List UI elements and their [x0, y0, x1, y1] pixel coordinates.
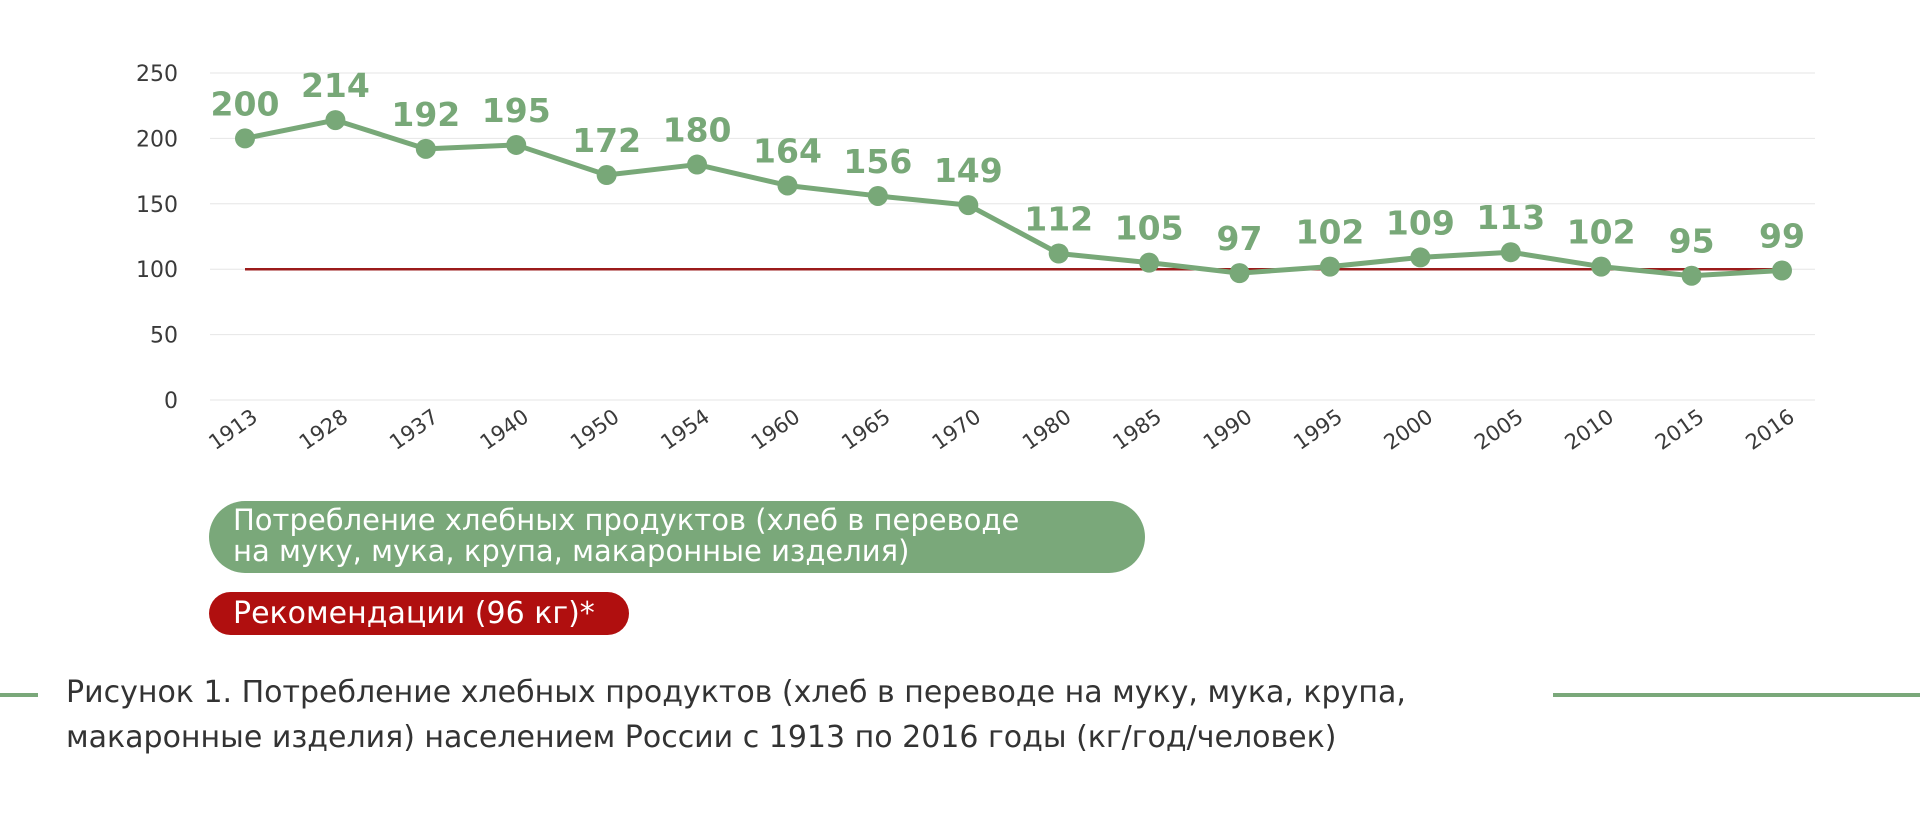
- x-tick-label: 1980: [1018, 404, 1076, 454]
- figure-caption: Рисунок 1. Потребление хлебных продуктов…: [66, 670, 1526, 760]
- x-tick-label: 1985: [1108, 404, 1166, 454]
- series-line: [244, 117, 1783, 279]
- data-label: 156: [843, 142, 912, 181]
- data-point: [1772, 260, 1792, 281]
- data-point: [777, 175, 798, 196]
- data-point: [506, 134, 527, 155]
- legend-series-label-line1: Потребление хлебных продуктов (хлеб в пе…: [233, 503, 1020, 537]
- data-label: 180: [663, 111, 732, 150]
- caption-rule-right: [1553, 693, 1920, 697]
- legend-reference: Рекомендации (96 кг)*: [209, 592, 629, 635]
- data-label: 192: [391, 95, 460, 134]
- data-label: 214: [301, 66, 370, 105]
- y-tick-label: 100: [136, 258, 178, 283]
- data-labels-group: 200 214 192 195 172 180 164 156 149 112 105 97 102 10…: [211, 66, 1805, 261]
- caption-line2: макаронные изделия) населением России с …: [66, 720, 1337, 755]
- x-tick-label: 1940: [476, 404, 534, 454]
- data-label: 113: [1476, 198, 1545, 237]
- data-point: [1500, 242, 1521, 263]
- legend-series: Потребление хлебных продуктов (хлеб в пе…: [209, 501, 1145, 573]
- x-tick-label: 1913: [204, 404, 262, 454]
- x-tick-label: 1990: [1199, 404, 1257, 454]
- x-tick-label: 1937: [385, 404, 443, 454]
- data-point: [1139, 252, 1160, 273]
- x-tick-label: 1995: [1289, 404, 1347, 454]
- x-tick-label: 1965: [837, 404, 895, 454]
- y-tick-label: 50: [150, 324, 178, 349]
- data-label: 172: [572, 121, 641, 160]
- x-tick-label: 2016: [1741, 404, 1799, 454]
- data-point: [867, 185, 888, 206]
- x-tick-label: 2005: [1470, 404, 1528, 454]
- y-tick-label: 150: [136, 193, 178, 218]
- x-tick-label: 1954: [656, 404, 714, 454]
- caption-line1: Рисунок 1. Потребление хлебных продуктов…: [66, 675, 1406, 710]
- data-label: 97: [1217, 219, 1263, 258]
- y-tick-label: 250: [136, 62, 178, 87]
- data-label: 105: [1115, 209, 1184, 248]
- x-axis-ticks: 1913 1928 1937 1940 1950 1954 1960 1965 1970 1980…: [204, 404, 1799, 454]
- data-point: [958, 195, 979, 216]
- caption-rule-left: [0, 693, 38, 697]
- data-label: 102: [1295, 213, 1364, 252]
- x-tick-label: 2010: [1560, 404, 1618, 454]
- x-tick-label: 2015: [1651, 404, 1709, 454]
- data-point: [1229, 263, 1250, 284]
- data-label: 95: [1669, 222, 1715, 261]
- data-point: [596, 165, 617, 186]
- x-tick-label: 1970: [928, 404, 986, 454]
- data-label: 102: [1567, 213, 1636, 252]
- data-point: [235, 128, 255, 149]
- series-group: [235, 110, 1792, 286]
- data-point: [415, 138, 436, 159]
- data-label: 195: [482, 91, 551, 130]
- data-label: 99: [1759, 217, 1805, 256]
- data-point: [1048, 243, 1069, 264]
- data-point: [1591, 256, 1612, 277]
- x-tick-label: 1928: [295, 404, 353, 454]
- data-label: 200: [211, 84, 280, 123]
- data-label: 112: [1024, 200, 1093, 239]
- x-tick-label: 1950: [566, 404, 624, 454]
- y-tick-label: 0: [164, 389, 178, 414]
- legend-series-label-line2: на муку, мука, крупа, макаронные изделия…: [233, 534, 910, 568]
- x-tick-label: 2000: [1380, 404, 1438, 454]
- data-point: [1681, 265, 1702, 286]
- data-point: [1319, 256, 1340, 277]
- data-label: 149: [934, 151, 1003, 190]
- legend-reference-label: Рекомендации (96 кг)*: [233, 596, 595, 631]
- y-axis-ticks: 0 50 100 150 200 250: [136, 62, 178, 414]
- data-label: 164: [753, 131, 822, 170]
- data-point: [325, 110, 346, 131]
- x-tick-label: 1960: [747, 404, 805, 454]
- data-label: 109: [1386, 203, 1455, 242]
- data-point: [687, 154, 708, 175]
- y-tick-label: 200: [136, 127, 178, 152]
- data-point: [1410, 247, 1431, 268]
- line-chart: 0 50 100 150 200 250 1913 1928 1937 1940 1950 1954…: [136, 62, 1815, 455]
